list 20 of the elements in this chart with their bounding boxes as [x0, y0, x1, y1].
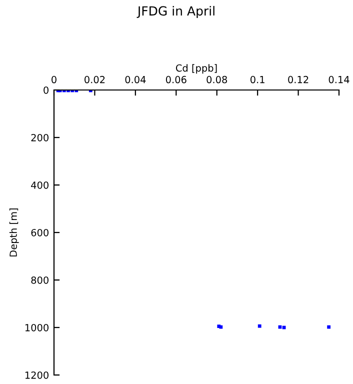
x-tick-label: 0.12: [288, 76, 308, 84]
x-tick-label: 0.08: [206, 76, 228, 84]
point: [327, 325, 331, 329]
y-tick-label: 1000: [25, 324, 48, 332]
x-tick-label: 0.1: [250, 76, 264, 84]
x-tick-label: 0.14: [328, 76, 350, 84]
x-tick-label: 0.06: [166, 76, 186, 84]
chart-title: JFDG in April: [136, 6, 214, 18]
point: [258, 324, 262, 328]
y-axis-title: Depth [m]: [9, 208, 19, 256]
y-tick-label: 400: [31, 181, 48, 189]
x-tick-label: 0: [52, 76, 56, 84]
y-tick-label: 600: [31, 228, 48, 236]
y-tick-label: 800: [31, 276, 48, 284]
y-tick-label: 1200: [25, 371, 48, 379]
y-tick-label: 200: [31, 134, 48, 142]
x-tick-label: 0.04: [125, 76, 146, 84]
x-axis-title: Cd [ppb]: [176, 64, 217, 74]
x-tick-label: 0.02: [84, 76, 105, 84]
y-tick-label: 0: [44, 86, 48, 94]
